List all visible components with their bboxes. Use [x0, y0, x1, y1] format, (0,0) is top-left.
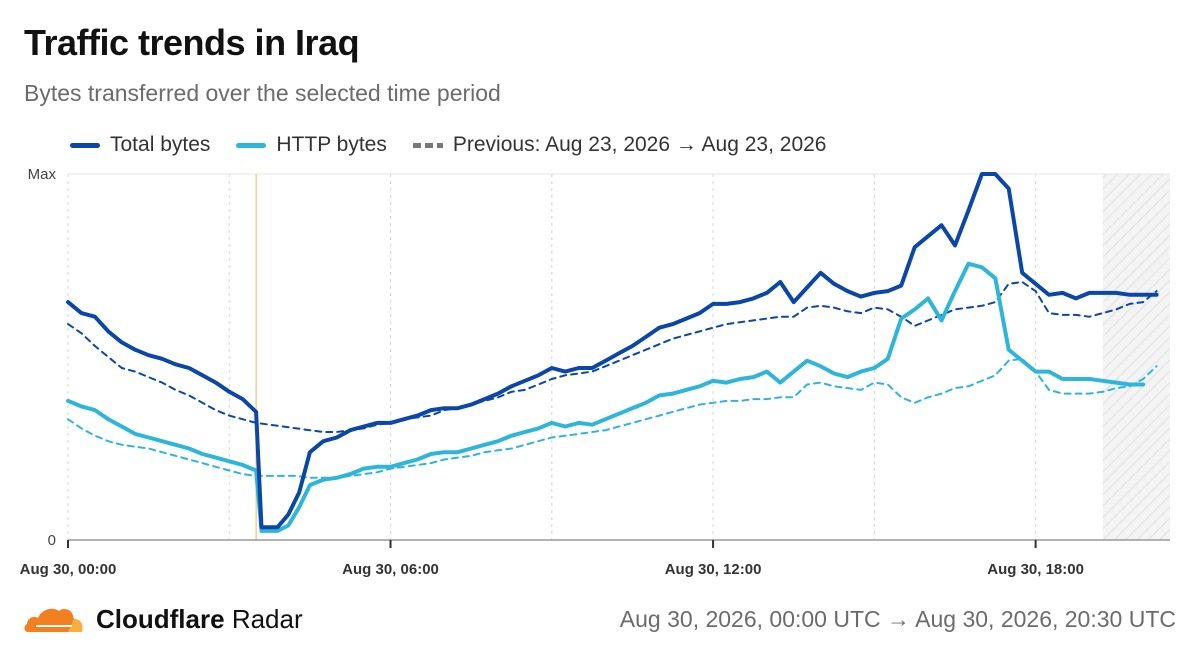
y-tick-label: Max [28, 166, 57, 183]
page-subtitle: Bytes transferred over the selected time… [24, 80, 501, 106]
legend-item-http-bytes[interactable]: HTTP bytes [236, 133, 387, 157]
chart-grid [67, 173, 1170, 540]
traffic-line-chart[interactable]: Max 0 Aug 30, 00:00 Aug 30, 06:00 Aug 30, 12… [0, 160, 1200, 580]
chart-axes: Max 0 Aug 30, 00:00 Aug 30, 06:00 Aug 30, 12… [20, 166, 1170, 578]
legend-swatch-total [70, 142, 100, 148]
future-period-region [1102, 174, 1170, 540]
legend-item-total-bytes[interactable]: Total bytes [70, 133, 210, 157]
cloudflare-cloud-icon [24, 608, 83, 632]
legend-item-previous[interactable]: Previous: Aug 23, 2026 → Aug 23, 2026 [412, 133, 827, 157]
legend-swatch-http [236, 142, 267, 148]
legend-label-total: Total bytes [110, 133, 211, 156]
series-line-previous-http-bytes [67, 357, 1158, 479]
legend-swatch-previous [412, 142, 443, 148]
legend-label-previous: Previous: Aug 23, 2026 → Aug 23, 2026 [452, 133, 827, 156]
cloudflare-radar-logo[interactable]: Cloudflare Radar [22, 602, 303, 636]
legend-label-http: HTTP bytes [276, 133, 387, 156]
series-line-http-bytes [66, 261, 1146, 533]
x-tick-label: Aug 30, 06:00 [342, 561, 439, 578]
brand-name: Cloudflare Radar [96, 604, 303, 635]
chart-legend: Total bytes HTTP bytes Previous: Aug 23,… [70, 133, 827, 157]
series-line-total-bytes [66, 172, 1159, 530]
chart-series [66, 172, 1159, 533]
series-line-previous-total-bytes [67, 281, 1158, 433]
page-title: Traffic trends in Iraq [24, 22, 360, 63]
footer-date-range: Aug 30, 2026, 00:00 UTC → Aug 30, 2026, … [619, 606, 1176, 632]
brand-name-regular: Radar [231, 603, 303, 634]
x-tick-label: Aug 30, 00:00 [20, 561, 117, 578]
x-tick-label: Aug 30, 12:00 [665, 561, 762, 578]
x-tick-label: Aug 30, 18:00 [987, 561, 1084, 578]
y-tick-label: 0 [48, 532, 56, 549]
brand-name-bold: Cloudflare [96, 603, 225, 634]
